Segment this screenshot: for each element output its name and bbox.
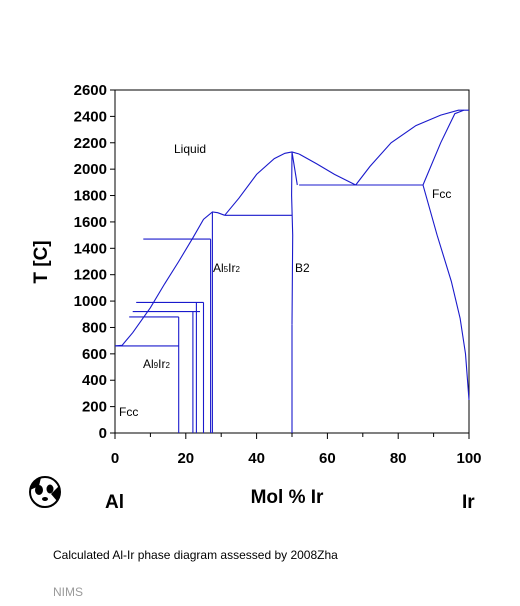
al5ir2-sub-2: 2	[235, 265, 240, 274]
b2-right-boundary	[291, 151, 298, 186]
region-label-fcc-right: Fcc	[432, 187, 451, 201]
al5ir2-sub-5: 5	[224, 265, 229, 274]
y-tick-label: 200	[82, 399, 107, 416]
y-tick-label: 1400	[74, 240, 107, 257]
left-element-label: Al	[105, 492, 124, 513]
al9ir2-formula-b: Ir	[158, 357, 165, 371]
y-axis-label: T [C]	[31, 240, 52, 283]
al9ir2-formula-a: Al	[143, 357, 154, 371]
y-tick-label: 800	[82, 319, 107, 336]
right-element-label: Ir	[462, 492, 475, 513]
x-tick-label: 80	[390, 450, 407, 467]
y-tick-label: 2000	[74, 161, 107, 178]
figure-caption: Calculated Al-Ir phase diagram assessed …	[53, 548, 338, 562]
liquidus-al5ir2-b2	[224, 151, 300, 216]
region-label-liquid: Liquid	[174, 142, 206, 156]
y-tick-label: 0	[99, 425, 107, 442]
y-tick-label: 2400	[74, 108, 107, 125]
y-tick-label: 1000	[74, 293, 107, 310]
y-tick-label: 600	[82, 346, 107, 363]
x-tick-label: 20	[177, 450, 194, 467]
y-tick-label: 400	[82, 372, 107, 389]
solvus-ir	[422, 184, 470, 401]
y-tick-label: 1600	[74, 214, 107, 231]
al9ir2-sub-2: 2	[165, 361, 170, 370]
panda-icon	[29, 476, 61, 508]
al9ir2-sub-9: 9	[154, 361, 159, 370]
liquidus-right	[355, 109, 469, 186]
y-tick-label: 2600	[74, 82, 107, 99]
liquidus-al-side	[114, 211, 225, 347]
y-tick-label: 1200	[74, 267, 107, 284]
region-label-al5ir2: Al5Ir2	[213, 261, 240, 275]
x-tick-label: 60	[319, 450, 336, 467]
region-label-b2: B2	[295, 261, 310, 275]
x-tick-label: 0	[111, 450, 119, 467]
solidus-ir	[422, 109, 464, 186]
al5ir2-formula-b: Ir	[228, 261, 235, 275]
b2-left-boundary	[291, 151, 294, 325]
y-tick-label: 1800	[74, 188, 107, 205]
phase-diagram: 0200400600800100012001400160018002000220…	[29, 82, 482, 513]
region-label-fcc-left: Fcc	[119, 405, 138, 419]
x-tick-label: 100	[456, 450, 481, 467]
region-label-al9ir2: Al9Ir2	[143, 357, 170, 371]
credit-label: NIMS	[53, 585, 83, 599]
x-axis-label: Mol % Ir	[251, 487, 324, 508]
x-tick-label: 40	[248, 450, 265, 467]
liquidus-b2-eutectic	[298, 153, 356, 186]
y-tick-label: 2200	[74, 135, 107, 152]
al5ir2-formula-a: Al	[213, 261, 224, 275]
